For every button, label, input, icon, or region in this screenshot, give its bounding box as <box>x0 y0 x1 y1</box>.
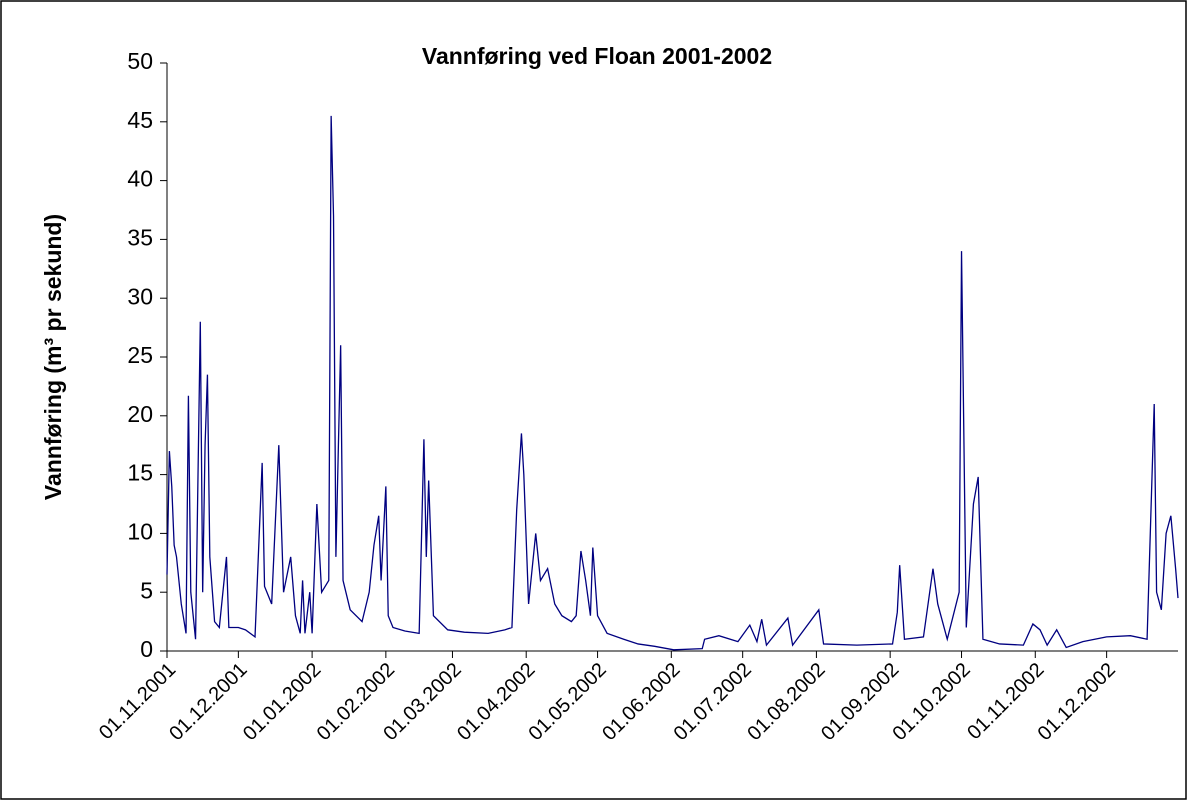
y-tick-label: 20 <box>127 401 153 427</box>
y-tick-label: 35 <box>127 224 153 250</box>
y-tick-label: 5 <box>140 577 153 603</box>
y-tick-label: 40 <box>127 166 153 192</box>
chart-title: Vannføring ved Floan 2001-2002 <box>422 43 772 69</box>
y-tick-label: 50 <box>127 48 153 74</box>
y-tick-label: 10 <box>127 518 153 544</box>
y-axis-label: Vannføring (m³ pr sekund) <box>40 214 66 500</box>
y-tick-label: 45 <box>127 107 153 133</box>
y-tick-label: 25 <box>127 342 153 368</box>
y-tick-label: 0 <box>140 636 153 662</box>
data-line <box>166 115 1179 651</box>
y-tick-label: 30 <box>127 283 153 309</box>
y-tick-label: 15 <box>127 460 153 486</box>
